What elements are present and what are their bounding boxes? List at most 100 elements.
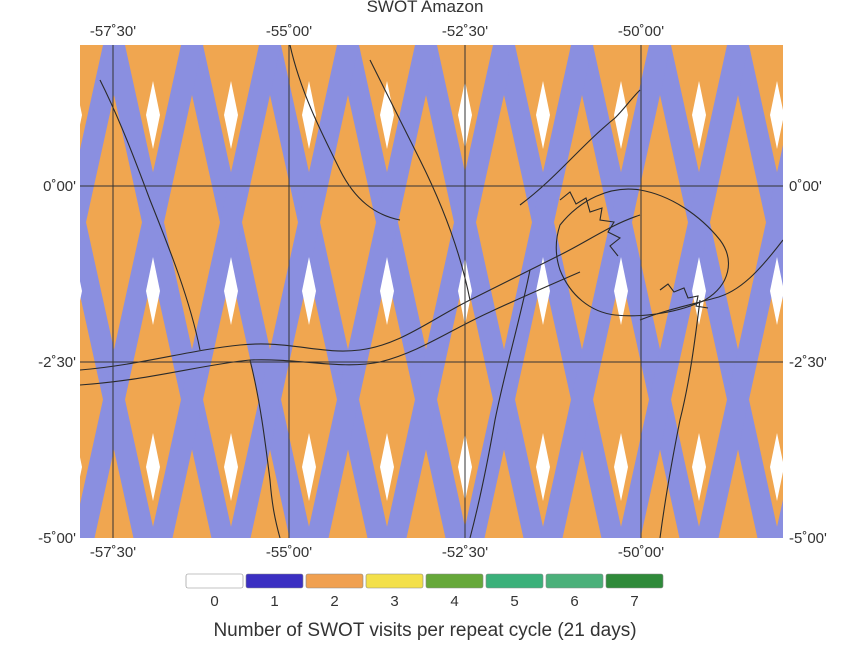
legend-label-0: 0	[210, 593, 218, 610]
river-xingu	[469, 269, 531, 538]
right-latitude-labels: 0˚00' -2˚30' -5˚00'	[789, 178, 827, 547]
legend-swatch-1	[245, 573, 304, 589]
coverage-gap	[380, 81, 394, 149]
coverage-gap	[536, 257, 550, 325]
coverage-gap	[224, 257, 238, 325]
swot-swath	[384, 45, 515, 538]
bottom-lon-label-3: -50˚00'	[618, 544, 664, 561]
top-lon-label-0: -57˚30'	[90, 23, 136, 40]
legend-swatch-7	[605, 573, 664, 589]
legend-label-4: 4	[450, 593, 458, 610]
legend-label-5: 5	[510, 593, 518, 610]
coverage-gap	[692, 81, 706, 149]
left-lat-label-0: 0˚00'	[43, 178, 76, 195]
coastlines	[80, 45, 783, 538]
bottom-longitude-labels: -57˚30' -55˚00' -52˚30' -50˚00'	[90, 544, 664, 561]
amazon-river-line-2	[80, 271, 581, 386]
legend-swatch-6	[545, 573, 604, 589]
coverage-gap	[770, 81, 783, 149]
coverage-gap	[80, 105, 82, 125]
coverage-gap	[302, 433, 316, 501]
top-lon-label-3: -50˚00'	[618, 23, 664, 40]
legend-label-1: 1	[270, 593, 278, 610]
coast-detail	[559, 191, 622, 257]
right-lat-label-1: -2˚30'	[789, 354, 827, 371]
amazon-river-line	[80, 214, 641, 371]
legend-swatch-5	[485, 573, 544, 589]
swot-swath	[462, 45, 593, 538]
swot-swath	[80, 45, 203, 538]
coverage-gap	[770, 257, 783, 325]
swot-swath	[805, 45, 851, 538]
coverage-gap	[380, 257, 394, 325]
legend-label-3: 3	[390, 593, 398, 610]
river-tocantins	[659, 299, 701, 538]
coverage-gap	[302, 81, 316, 149]
coverage-gap	[224, 81, 238, 149]
right-lat-label-0: 0˚00'	[789, 178, 822, 195]
swot-swath	[415, 45, 546, 538]
bottom-lon-label-2: -52˚30'	[442, 544, 488, 561]
top-lon-label-2: -52˚30'	[442, 23, 488, 40]
legend-swatch-4	[425, 573, 484, 589]
coverage-gap	[536, 433, 550, 501]
coverage-gap	[692, 257, 706, 325]
swot-swath	[540, 45, 671, 538]
coverage-gap	[80, 281, 82, 301]
left-latitude-labels: 0˚00' -2˚30' -5˚00'	[38, 178, 76, 547]
bottom-lon-label-0: -57˚30'	[90, 544, 136, 561]
river-jari	[369, 59, 471, 301]
border-line	[289, 45, 401, 221]
swot-swath	[259, 45, 390, 538]
swot-swath	[150, 45, 281, 538]
coverage-gap	[614, 433, 628, 501]
swot-swath	[337, 45, 468, 538]
coastline-north	[519, 89, 641, 206]
coastline-east	[639, 239, 783, 321]
legend-label-6: 6	[570, 593, 578, 610]
legend-label-7: 7	[630, 593, 638, 610]
island-marajo	[555, 188, 729, 317]
legend: 0 1 2 3 4 5 6 7	[185, 573, 664, 610]
legend-label-2: 2	[330, 593, 338, 610]
map-panel	[0, 45, 851, 538]
legend-swatch-3	[365, 573, 424, 589]
swot-swath	[181, 45, 312, 538]
swot-swath	[0, 45, 77, 538]
coverage-gap	[536, 81, 550, 149]
coverage-gap	[0, 433, 4, 501]
swot-swath	[0, 45, 47, 538]
left-lat-label-2: -5˚00'	[38, 530, 76, 547]
coverage-gap	[770, 433, 783, 501]
swot-swath	[774, 499, 783, 538]
coverage-gap	[614, 257, 628, 325]
swot-swath	[649, 45, 780, 538]
coverage-gap	[0, 257, 4, 325]
coverage-gap	[302, 257, 316, 325]
swot-swath	[696, 144, 783, 538]
legend-caption: Number of SWOT visits per repeat cycle (…	[213, 620, 636, 641]
bottom-lon-label-1: -55˚00'	[266, 544, 312, 561]
swot-swath	[571, 45, 702, 538]
coast-detail-2	[659, 283, 709, 309]
top-longitude-labels: -57˚30' -55˚00' -52˚30' -50˚00'	[90, 23, 664, 40]
coverage-gap	[692, 433, 706, 501]
swot-swath	[103, 45, 234, 538]
coverage-gap	[146, 81, 160, 149]
legend-swatch-2	[305, 573, 364, 589]
coverage-gap	[0, 81, 4, 149]
swot-swath	[306, 45, 437, 538]
left-lat-label-1: -2˚30'	[38, 354, 76, 371]
map-title: SWOT Amazon	[367, 0, 484, 16]
coverage-gap	[380, 433, 394, 501]
coverage-gap	[614, 81, 628, 149]
legend-swatch-0	[185, 573, 244, 589]
gridlines	[80, 45, 783, 538]
river-tapajos	[249, 359, 281, 538]
coverage-gap	[80, 457, 82, 477]
swot-swath	[618, 45, 749, 538]
coverage-gap	[146, 433, 160, 501]
swot-swath	[493, 45, 624, 538]
coverage-gap	[146, 257, 160, 325]
